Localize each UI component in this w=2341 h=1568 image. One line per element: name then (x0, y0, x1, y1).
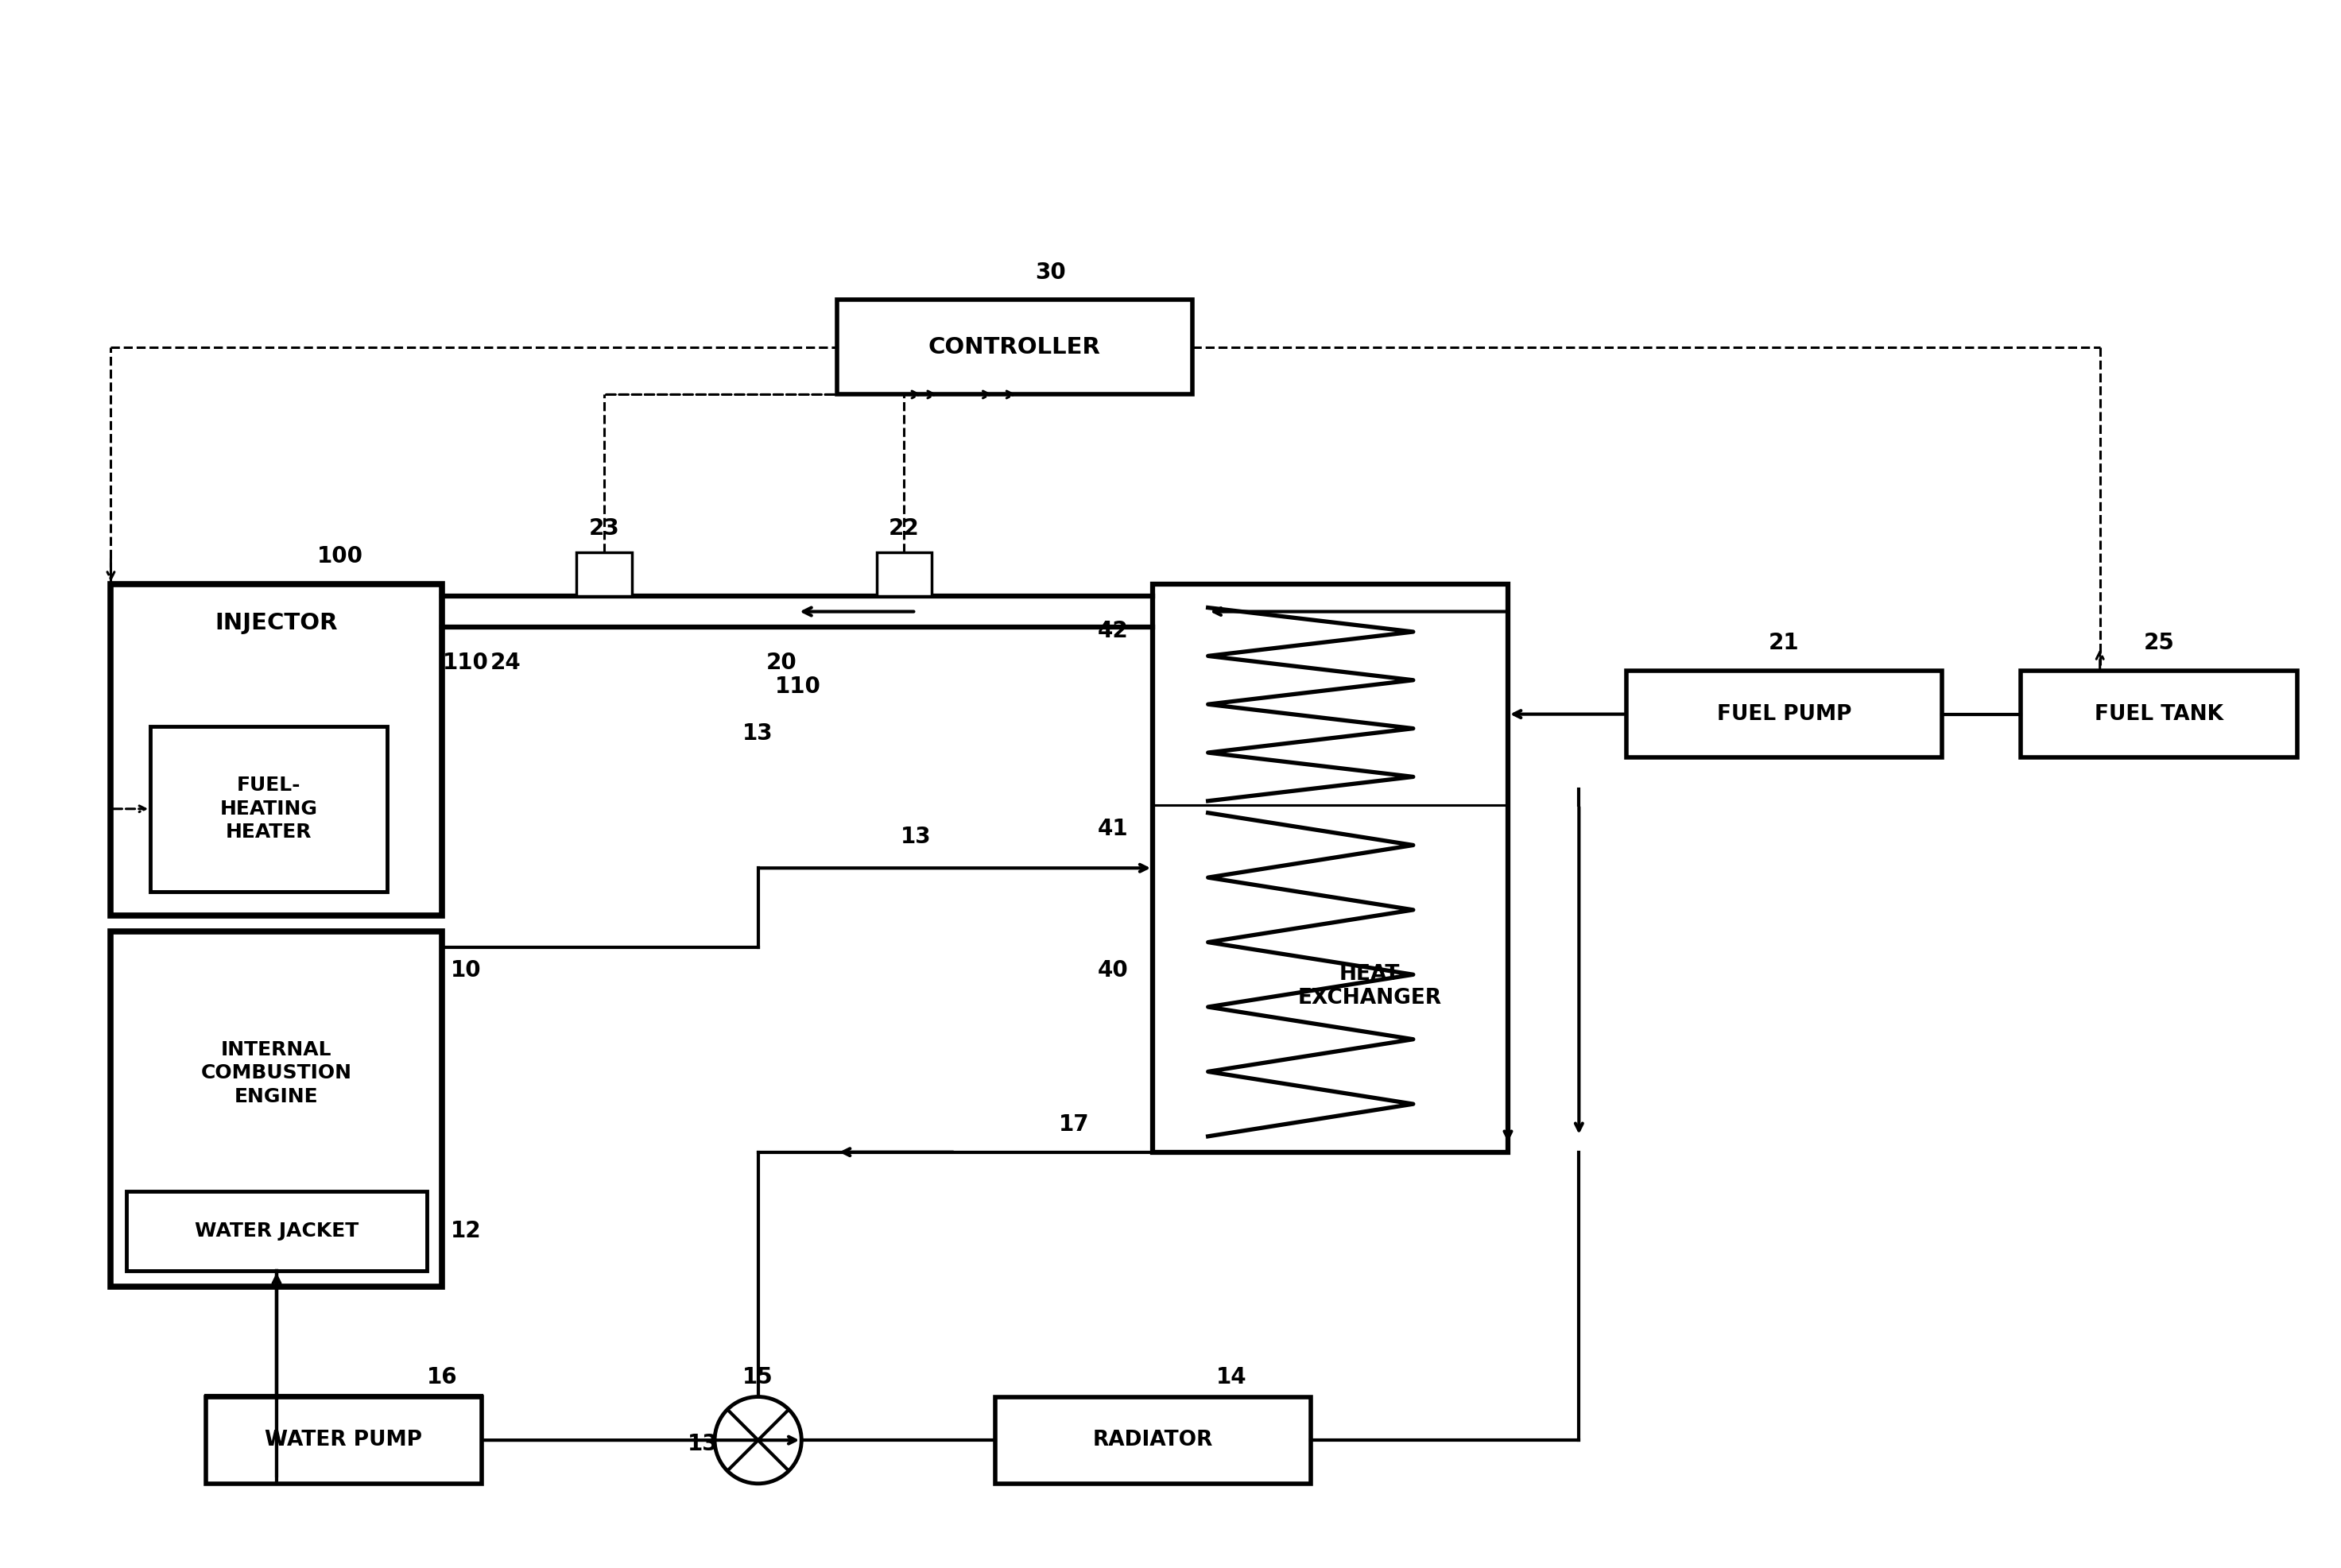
Bar (126, 1192, 426, 1270)
Text: 12: 12 (452, 1220, 482, 1242)
Text: 24: 24 (489, 652, 522, 674)
Text: WATER JACKET: WATER JACKET (194, 1221, 358, 1240)
Text: 25: 25 (2144, 632, 2175, 654)
Text: RADIATOR: RADIATOR (1093, 1430, 1213, 1450)
Text: INJECTOR: INJECTOR (215, 612, 337, 635)
Text: 10: 10 (452, 960, 482, 982)
Text: 40: 40 (1098, 960, 1128, 982)
Text: WATER PUMP: WATER PUMP (265, 1430, 421, 1450)
Text: 41: 41 (1098, 817, 1128, 840)
Text: 13: 13 (742, 723, 773, 745)
Bar (110, 931, 442, 1286)
Text: 22: 22 (890, 517, 920, 539)
Text: 42: 42 (1098, 621, 1128, 643)
Bar (110, 583, 442, 916)
Text: 21: 21 (1770, 632, 1800, 654)
Text: 13: 13 (688, 1433, 719, 1455)
Text: HEAT
EXCHANGER: HEAT EXCHANGER (1297, 964, 1442, 1008)
Text: 15: 15 (742, 1366, 773, 1388)
Text: CONTROLLER: CONTROLLER (929, 336, 1100, 359)
Text: 13: 13 (901, 825, 932, 848)
Text: FUEL-
HEATING
HEATER: FUEL- HEATING HEATER (220, 776, 318, 842)
Bar (576, 552, 632, 596)
Text: 30: 30 (1035, 262, 1065, 284)
Bar (206, 1397, 482, 1483)
Text: 100: 100 (316, 546, 363, 568)
Text: 16: 16 (426, 1366, 459, 1388)
Text: INTERNAL
COMBUSTION
ENGINE: INTERNAL COMBUSTION ENGINE (201, 1040, 351, 1107)
Text: FUEL TANK: FUEL TANK (2095, 704, 2224, 724)
Bar (150, 726, 386, 892)
Text: FUEL PUMP: FUEL PUMP (1716, 704, 1852, 724)
Bar (838, 299, 1192, 395)
Text: 14: 14 (1217, 1366, 1248, 1388)
Circle shape (714, 1397, 801, 1483)
Text: 110: 110 (775, 676, 822, 698)
Text: 110: 110 (442, 652, 489, 674)
Bar (876, 552, 932, 596)
Text: 17: 17 (1058, 1113, 1089, 1135)
Bar (995, 1397, 1311, 1483)
Bar (1152, 583, 1508, 1152)
Bar (2020, 671, 2297, 757)
Bar (1627, 671, 1943, 757)
Text: 23: 23 (590, 517, 620, 539)
Text: 20: 20 (766, 652, 798, 674)
